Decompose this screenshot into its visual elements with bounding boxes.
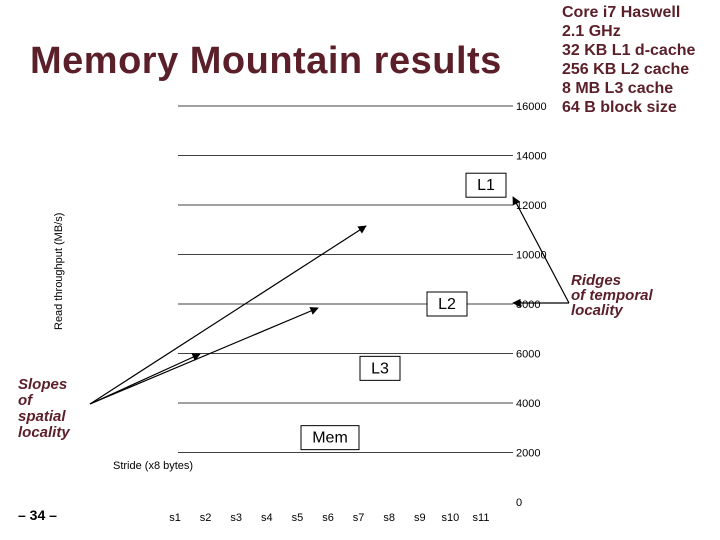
x-tick-label: s11	[473, 512, 490, 524]
region-label-box	[359, 355, 401, 381]
annotation-line: of temporal	[571, 287, 653, 304]
x-tick-label: s7	[353, 512, 365, 524]
annotation-line: locality	[18, 424, 70, 441]
annotation-line: of	[18, 392, 33, 409]
x-axis-label: Stride (x8 bytes)	[113, 460, 193, 472]
x-tick-label: s5	[292, 512, 304, 524]
y-axis-label: Read throughput (MB/s)	[53, 213, 65, 330]
spec-line: 256 KB L2 cache	[562, 61, 690, 78]
spec-line: 2.1 GHz	[562, 23, 621, 40]
x-tick-label: s2	[200, 512, 212, 524]
x-tick-label: s6	[322, 512, 334, 524]
y-tick-label: 8000	[516, 299, 540, 311]
slope-arrow	[89, 307, 319, 405]
slide-title: Memory Mountain results	[30, 40, 502, 82]
region-label-box	[465, 172, 507, 198]
spec-line: 64 B block size	[562, 99, 677, 116]
region-label-box	[300, 425, 360, 451]
slope-arrow	[89, 353, 201, 405]
spec-line: 8 MB L3 cache	[562, 80, 674, 97]
x-tick-label: s4	[261, 512, 273, 524]
x-tick-label: s1	[169, 512, 181, 524]
region-label: L1	[477, 177, 495, 194]
spec-line: 32 KB L1 d-cache	[562, 42, 696, 59]
x-tick-label: s3	[230, 512, 242, 524]
y-tick-label: 14000	[516, 151, 547, 163]
slope-arrow	[89, 225, 367, 405]
ridges-annotation: Ridges of temporal locality	[571, 273, 653, 318]
annotation-line: locality	[571, 302, 623, 319]
y-tick-label: 4000	[516, 398, 540, 410]
region-label: L2	[438, 296, 456, 313]
region-label: L3	[371, 360, 389, 377]
ridge-arrow	[512, 196, 570, 304]
y-tick-label: 16000	[516, 101, 547, 113]
spec-line: Core i7 Haswell	[562, 4, 681, 21]
y-tick-label: 2000	[516, 448, 540, 460]
slide-number: – 34 –	[18, 507, 57, 523]
y-tick-label: 0	[516, 497, 522, 509]
y-tick-label: 6000	[516, 349, 540, 361]
region-label-box	[426, 291, 468, 317]
region-label: Mem	[312, 430, 348, 447]
annotation-line: Slopes	[18, 376, 68, 393]
x-tick-label: s10	[442, 512, 460, 524]
annotation-line: Ridges	[571, 272, 622, 289]
y-tick-label: 12000	[516, 200, 547, 212]
annotation-line: spatial	[18, 408, 66, 425]
x-tick-label: s9	[414, 512, 426, 524]
y-tick-label: 10000	[516, 250, 547, 262]
x-tick-label: s8	[383, 512, 395, 524]
slopes-annotation: Slopes of spatial locality	[18, 377, 70, 441]
machine-specs: Core i7 Haswell 2.1 GHz 32 KB L1 d-cache…	[562, 3, 720, 117]
